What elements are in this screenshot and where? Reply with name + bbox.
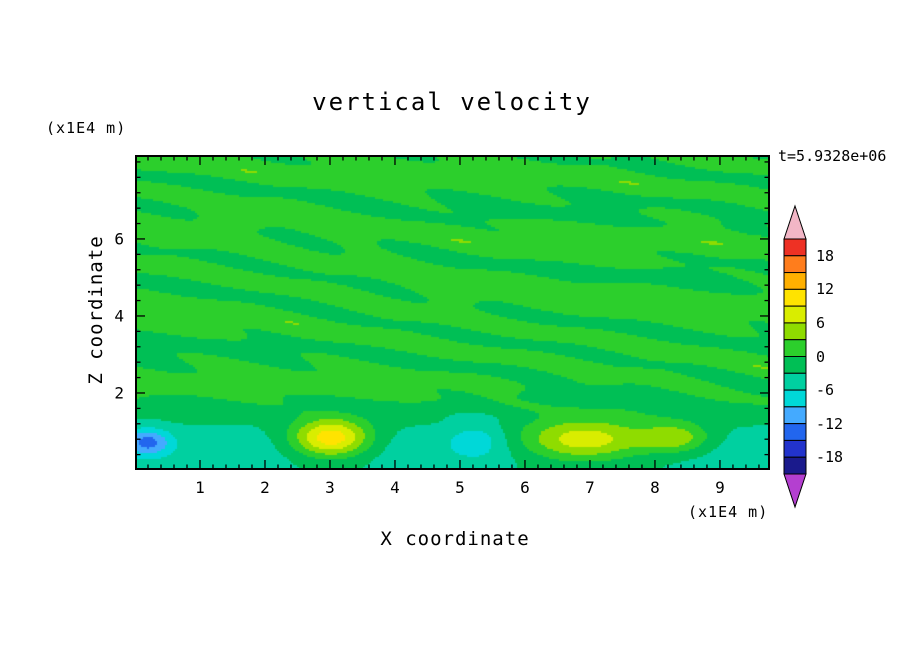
z-axis-unit-label: (x1E4 m) xyxy=(46,119,127,137)
colorbar-tick-label: -6 xyxy=(816,381,835,400)
z-tick-label: 2 xyxy=(114,383,124,403)
z-tick-label: 6 xyxy=(114,229,124,249)
x-axis-title: X coordinate xyxy=(380,528,530,550)
colorbar-tick-label: 18 xyxy=(816,246,835,265)
x-tick-label: 5 xyxy=(455,478,465,497)
x-tick-label: 9 xyxy=(715,478,725,497)
x-tick-label: 1 xyxy=(195,478,205,497)
z-axis-title: Z coordinate xyxy=(85,235,107,385)
x-tick-label: 2 xyxy=(260,478,270,497)
colorbar: 18 12 6 0 -6 -12 -18 xyxy=(782,204,862,514)
contour-canvas xyxy=(135,155,770,470)
z-tick-label: 4 xyxy=(114,306,124,326)
plot-title: vertical velocity xyxy=(312,88,592,116)
timestamp-label: t=5.9328e+06 xyxy=(778,147,887,165)
colorbar-tick-label: -12 xyxy=(816,414,844,433)
plot-frame xyxy=(135,155,770,470)
colorbar-tick-label: 0 xyxy=(816,347,826,366)
colorbar-tick-label: 12 xyxy=(816,280,835,299)
x-tick-label: 8 xyxy=(650,478,660,497)
x-axis-unit-label: (x1E4 m) xyxy=(688,503,769,521)
x-tick-label: 6 xyxy=(520,478,530,497)
colorbar-tick-label: 6 xyxy=(816,313,826,332)
colorbar-tick-label: -18 xyxy=(816,448,844,467)
x-tick-label: 3 xyxy=(325,478,335,497)
x-tick-label: 7 xyxy=(585,478,595,497)
plot-area xyxy=(135,155,770,470)
x-tick-label: 4 xyxy=(390,478,400,497)
